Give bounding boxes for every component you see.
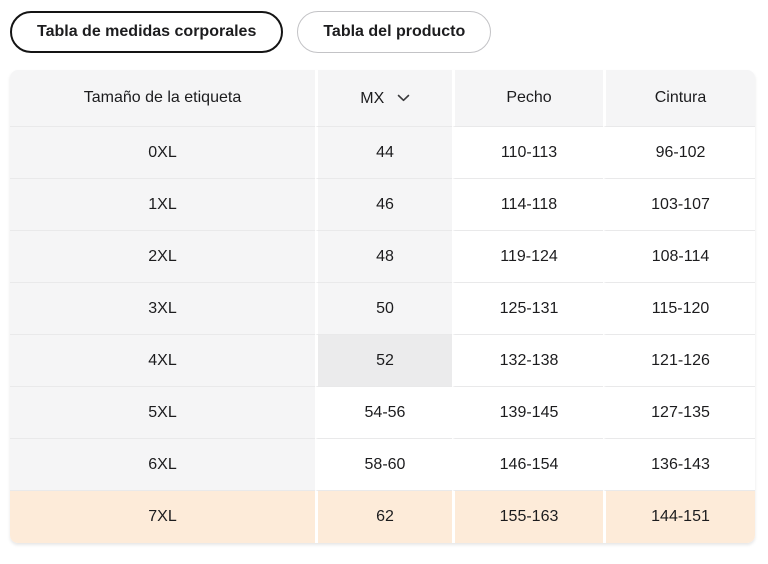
table-header-row: Tamaño de la etiqueta MX Pecho Cintura [10,70,755,127]
table-row: 6XL 58-60 146-154 136-143 [10,439,755,491]
table-row: 2XL 48 119-124 108-114 [10,231,755,283]
header-size-label: Tamaño de la etiqueta [10,70,315,127]
cell-size: 2XL [10,231,315,283]
table-row: 0XL 44 110-113 96-102 [10,127,755,179]
header-mx-label: MX [360,89,385,107]
size-chart-tabs: Tabla de medidas corporales Tabla del pr… [0,0,768,53]
size-table-body: 0XL 44 110-113 96-102 1XL 46 114-118 103-107 2XL… [10,127,755,543]
cell-pecho: 139-145 [452,387,603,439]
tab-product-measurements[interactable]: Tabla del producto [297,11,492,53]
cell-size: 0XL [10,127,315,179]
cell-pecho: 125-131 [452,283,603,335]
cell-cintura: 103-107 [603,179,755,231]
tab-body-measurements[interactable]: Tabla de medidas corporales [10,11,284,53]
table-row: 4XL 52 132-138 121-126 [10,335,755,387]
cell-pecho: 132-138 [452,335,603,387]
cell-cintura: 121-126 [603,335,755,387]
header-pecho: Pecho [452,70,603,127]
size-table: Tamaño de la etiqueta MX Pecho Cintura 0… [10,70,755,543]
cell-cintura: 115-120 [603,283,755,335]
cell-mx: 50 [315,283,452,335]
cell-pecho: 110-113 [452,127,603,179]
cell-cintura: 127-135 [603,387,755,439]
cell-mx: 58-60 [315,439,452,491]
cell-mx: 62 [315,491,452,543]
cell-mx: 44 [315,127,452,179]
cell-mx: 52 [315,335,452,387]
size-table-container: Tamaño de la etiqueta MX Pecho Cintura 0… [10,70,755,543]
header-mx-dropdown[interactable]: MX [315,70,452,127]
cell-cintura: 144-151 [603,491,755,543]
cell-cintura: 136-143 [603,439,755,491]
table-row: 7XL 62 155-163 144-151 [10,491,755,543]
cell-size: 6XL [10,439,315,491]
cell-pecho: 114-118 [452,179,603,231]
cell-cintura: 108-114 [603,231,755,283]
header-cintura: Cintura [603,70,755,127]
cell-pecho: 155-163 [452,491,603,543]
cell-size: 5XL [10,387,315,439]
cell-mx: 48 [315,231,452,283]
cell-pecho: 119-124 [452,231,603,283]
chevron-down-icon [397,89,410,107]
cell-cintura: 96-102 [603,127,755,179]
table-row: 1XL 46 114-118 103-107 [10,179,755,231]
cell-mx: 46 [315,179,452,231]
cell-mx: 54-56 [315,387,452,439]
table-row: 3XL 50 125-131 115-120 [10,283,755,335]
cell-size: 7XL [10,491,315,543]
cell-size: 1XL [10,179,315,231]
cell-size: 4XL [10,335,315,387]
cell-pecho: 146-154 [452,439,603,491]
cell-size: 3XL [10,283,315,335]
table-row: 5XL 54-56 139-145 127-135 [10,387,755,439]
